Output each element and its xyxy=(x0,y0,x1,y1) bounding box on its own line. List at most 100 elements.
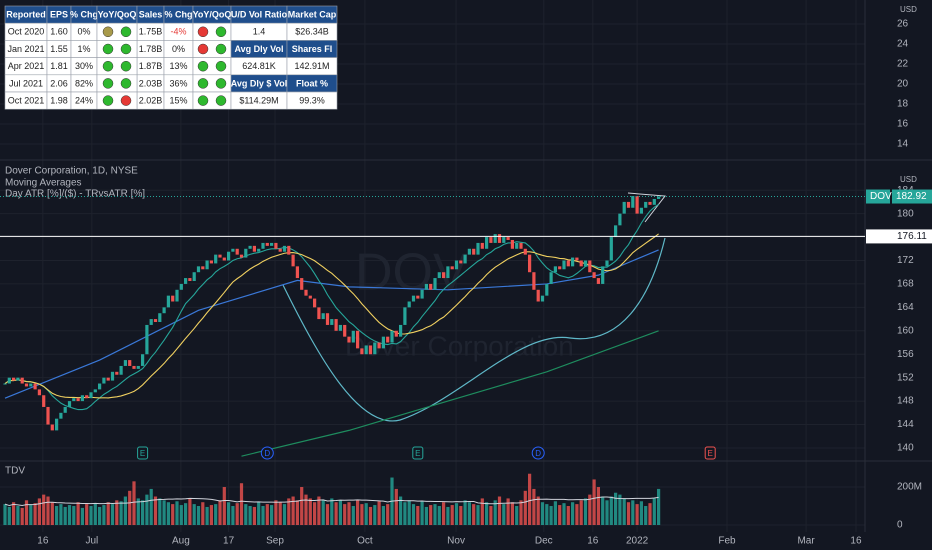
candle xyxy=(553,266,558,273)
table-text: Jan 2021 xyxy=(7,44,44,54)
candle xyxy=(274,242,278,249)
table-header-text: Shares Fl xyxy=(292,44,333,54)
volume-bar xyxy=(171,504,175,525)
volume-bar xyxy=(128,490,132,525)
volume-bar xyxy=(343,504,347,525)
candle xyxy=(270,242,274,246)
candle xyxy=(304,289,308,296)
volume-bar xyxy=(592,479,596,525)
table-text: 2.03B xyxy=(139,78,163,88)
candle xyxy=(98,383,102,390)
candle xyxy=(141,354,145,366)
last-price-bg xyxy=(892,189,932,204)
candle xyxy=(55,418,59,431)
x-tick-label: 2022 xyxy=(626,536,649,547)
grid xyxy=(0,0,865,532)
status-dot xyxy=(215,95,227,106)
table-header-text: EPS xyxy=(50,9,68,19)
candle xyxy=(454,260,459,270)
event-label: D xyxy=(535,449,541,458)
volume-bar xyxy=(93,503,97,525)
candle xyxy=(356,330,360,349)
volume-bar xyxy=(89,506,93,525)
volume-bar xyxy=(601,496,605,525)
candle xyxy=(652,198,656,205)
x-tick-label: Dec xyxy=(535,536,553,547)
candle xyxy=(536,289,540,302)
moving-average xyxy=(4,203,659,411)
table-text: 1.87B xyxy=(139,61,163,71)
volume-bar xyxy=(136,498,140,525)
candle xyxy=(605,260,609,267)
volume-bar xyxy=(377,501,381,525)
candle xyxy=(373,342,377,355)
moving-average xyxy=(4,249,659,399)
candle xyxy=(76,398,80,402)
candle xyxy=(196,266,201,273)
candle xyxy=(308,295,312,299)
candle xyxy=(227,251,231,261)
candle xyxy=(192,272,196,281)
candle xyxy=(614,225,618,238)
candle xyxy=(16,377,20,381)
volume-bar xyxy=(3,504,7,525)
volume-bar xyxy=(76,502,80,525)
status-dot xyxy=(120,60,132,72)
y-tick-label: 148 xyxy=(897,396,914,407)
table-text: Jul 2021 xyxy=(9,78,43,88)
candle xyxy=(510,239,515,249)
table-header-text: Avg Dly $ Vol xyxy=(231,78,288,88)
x-tick-label: Mar xyxy=(797,536,815,547)
candle xyxy=(588,260,592,273)
volume-bar xyxy=(575,504,579,525)
candle xyxy=(115,371,119,375)
volume-bar xyxy=(506,498,510,525)
y-tick-label: 172 xyxy=(897,255,914,266)
volume-bar xyxy=(626,502,631,525)
volume-bar xyxy=(205,506,209,525)
event-label: D xyxy=(264,449,270,458)
volume-bar xyxy=(614,492,618,525)
volume-bar xyxy=(459,506,463,525)
candle xyxy=(102,377,106,384)
volume-bar xyxy=(652,498,656,525)
table-text: 30% xyxy=(75,61,93,71)
candle xyxy=(29,383,33,387)
candle xyxy=(231,248,235,252)
candle xyxy=(450,266,454,270)
volume-bar xyxy=(532,488,536,525)
candle xyxy=(37,389,42,396)
candle xyxy=(644,201,648,208)
table-text: 36% xyxy=(169,78,187,88)
cup-drawing xyxy=(282,237,666,422)
unit-label: USD xyxy=(900,175,917,184)
volume-bar xyxy=(480,498,484,525)
volume-bar xyxy=(510,502,515,525)
volume-bar xyxy=(153,496,158,525)
candle xyxy=(149,319,153,325)
volume-bar xyxy=(489,506,493,525)
volume-bar xyxy=(523,490,527,525)
candle xyxy=(132,365,136,369)
volume-bar xyxy=(115,500,119,525)
candle xyxy=(489,237,493,243)
candle xyxy=(497,234,502,243)
candle xyxy=(321,313,325,320)
table-text: 1.55 xyxy=(50,44,68,54)
volume-bar xyxy=(231,506,235,525)
x-tick-label: 16 xyxy=(587,536,599,547)
event-marker xyxy=(531,446,545,460)
volume-bar xyxy=(446,506,450,525)
volume-bar xyxy=(270,505,274,525)
volume-bar xyxy=(12,502,16,525)
y-tick-label: 14 xyxy=(897,139,909,150)
status-dot xyxy=(120,43,132,55)
status-dot xyxy=(215,26,227,38)
volume-bar xyxy=(282,504,287,525)
table-text: 1.81 xyxy=(50,61,68,71)
candle xyxy=(12,377,16,381)
volume-bar xyxy=(566,506,570,525)
y-tick-label: 156 xyxy=(897,349,914,360)
event-marker xyxy=(260,446,274,460)
table-header-text: % Chg xyxy=(165,9,193,19)
